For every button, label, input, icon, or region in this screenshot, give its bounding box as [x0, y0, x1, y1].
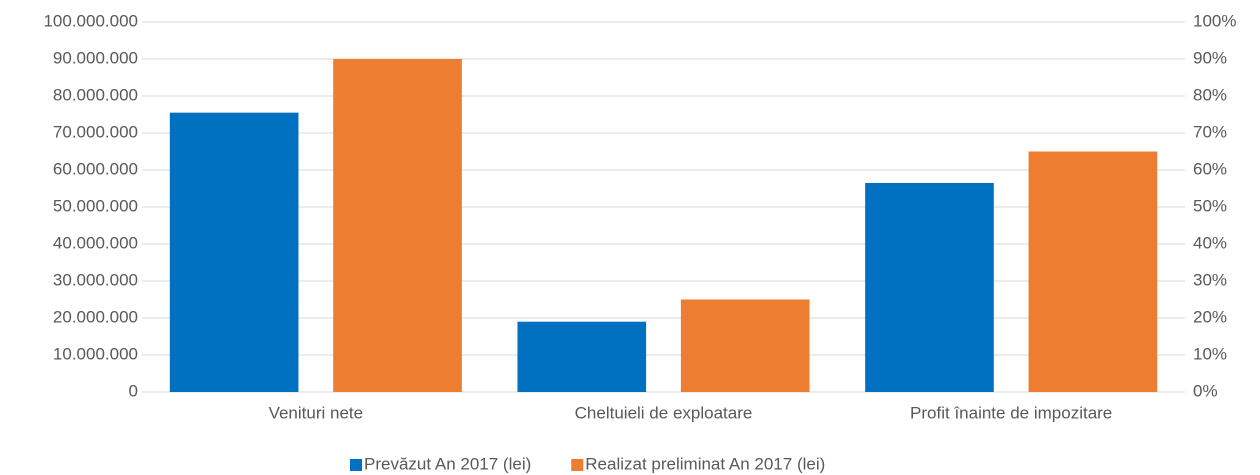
y-tick-label: 50.000.000: [53, 196, 138, 215]
y2-tick-label: 90%: [1193, 48, 1227, 67]
y-tick-label: 80.000.000: [53, 85, 138, 104]
bar: [865, 182, 994, 392]
y2-tick-label: 10%: [1193, 344, 1227, 363]
legend-swatch: [350, 459, 362, 471]
y-tick-label: 0: [129, 381, 138, 400]
y-tick-label: 90.000.000: [53, 48, 138, 67]
y-tick-label: 10.000.000: [53, 344, 138, 363]
y2-tick-label: 20%: [1193, 307, 1227, 326]
y-tick-label: 100.000.000: [43, 11, 138, 30]
x-tick-label: Venituri nete: [269, 403, 364, 422]
y-tick-label: 60.000.000: [53, 159, 138, 178]
legend-swatch: [571, 459, 584, 471]
y2-tick-label: 60%: [1193, 159, 1227, 178]
y-tick-label: 30.000.000: [53, 270, 138, 289]
x-tick-label: Profit înainte de impozitare: [910, 403, 1112, 422]
y-tick-label: 40.000.000: [53, 233, 138, 252]
bar: [169, 112, 299, 393]
bar: [680, 299, 810, 392]
y-tick-label: 20.000.000: [53, 307, 138, 326]
y2-tick-label: 100%: [1193, 11, 1236, 30]
bar: [517, 321, 647, 392]
bar: [333, 59, 462, 392]
y2-tick-label: 70%: [1193, 122, 1227, 141]
y2-tick-label: 50%: [1193, 196, 1227, 215]
legend-label: Prevăzut An 2017 (lei): [364, 454, 531, 473]
legend-label: Realizat preliminat An 2017 (lei): [585, 454, 825, 473]
y2-tick-label: 80%: [1193, 85, 1227, 104]
y2-tick-label: 40%: [1193, 233, 1227, 252]
bar: [1028, 151, 1158, 392]
x-tick-label: Cheltuieli de exploatare: [575, 403, 753, 422]
y2-tick-label: 0%: [1193, 381, 1218, 400]
y2-tick-label: 30%: [1193, 270, 1227, 289]
y-tick-label: 70.000.000: [53, 122, 138, 141]
